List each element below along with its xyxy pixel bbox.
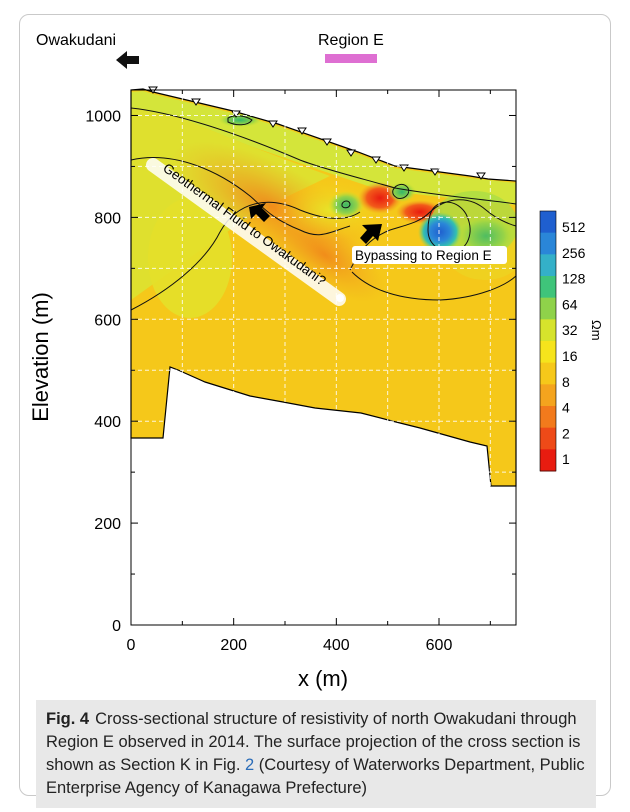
x-tick-label: 600 (426, 637, 453, 654)
figure-caption: Fig. 4 Cross-sectional structure of resis… (36, 700, 596, 808)
colorbar-segment (540, 362, 556, 385)
caption-figure-link[interactable]: 2 (245, 756, 255, 774)
colorbar-segment (540, 384, 556, 407)
colorbar-segment (540, 276, 556, 299)
station-marker (297, 127, 307, 135)
y-tick-label: 0 (112, 618, 121, 635)
arrow-up-left-icon (249, 203, 270, 222)
station-marker (430, 168, 440, 176)
caption-text-part1: Cross-sectional structure of resistivity… (46, 710, 581, 774)
colorbar-tick-label: 32 (562, 322, 578, 338)
y-axis-title: Elevation (m) (28, 292, 53, 422)
station-marker (191, 98, 201, 106)
colorbar-segment (540, 341, 556, 364)
station-marker (476, 172, 486, 180)
resistivity-figure: Owakudani Region E (28, 32, 604, 691)
colorbar-segment (540, 406, 556, 429)
colorbar-tick-label: 1 (562, 451, 570, 467)
station-markers (148, 86, 486, 180)
station-marker (322, 138, 332, 146)
y-tick-label: 400 (94, 414, 121, 431)
colorbar-tick-label: 512 (562, 219, 586, 235)
caption-fig-label: Fig. 4 (46, 710, 90, 728)
x-tick-label: 400 (323, 637, 350, 654)
y-tick-label: 600 (94, 312, 121, 329)
label-owakudani: Owakudani (36, 32, 116, 49)
caption-text-part2: (Courtesy of Waterworks Department, Publ… (46, 756, 585, 797)
annotation-geothermal-dot (336, 294, 344, 302)
label-region-e: Region E (318, 32, 384, 49)
colorbar-segment (540, 297, 556, 320)
station-marker (346, 149, 356, 157)
colorbar-tick-label: 64 (562, 296, 578, 312)
plot-frame (130, 89, 517, 626)
colorbar-tick-label: 4 (562, 400, 570, 416)
station-marker (268, 120, 278, 128)
colorbar-segment (540, 319, 556, 342)
colorbar-tick-label: 256 (562, 245, 586, 261)
station-marker (371, 156, 381, 164)
arrow-left-icon (116, 51, 139, 69)
y-tick-label: 800 (94, 210, 121, 227)
x-tick-label: 0 (127, 637, 136, 654)
annotation-bypass-box (352, 246, 507, 264)
x-tick-label: 200 (220, 637, 247, 654)
colorbar-segment (540, 427, 556, 450)
colorbar-unit-label: Ωm (589, 320, 604, 341)
gridlines (131, 90, 516, 625)
colorbar-tick-label: 2 (562, 425, 570, 441)
colorbar: 512 256 128 64 32 16 8 4 2 1 (539, 210, 586, 472)
x-axis-title: x (m) (298, 666, 348, 691)
arrow-up-right-icon (360, 224, 382, 244)
colorbar-segment (540, 449, 556, 472)
axes: 0 200 400 600 0 200 400 600 800 1000 (85, 89, 517, 654)
annotation-bypass-text: Bypassing to Region E (355, 248, 492, 263)
colorbar-frame (539, 210, 557, 472)
colorbar-tick-label: 128 (562, 271, 586, 287)
colorbar-tick-label: 16 (562, 348, 578, 364)
region-e-bar (325, 54, 377, 63)
colorbar-tick-label: 8 (562, 374, 570, 390)
colorbar-segment (540, 232, 556, 255)
colorbar-segment (540, 254, 556, 277)
colorbar-segment (540, 211, 556, 234)
y-tick-label: 1000 (85, 108, 121, 125)
y-tick-label: 200 (94, 516, 121, 533)
